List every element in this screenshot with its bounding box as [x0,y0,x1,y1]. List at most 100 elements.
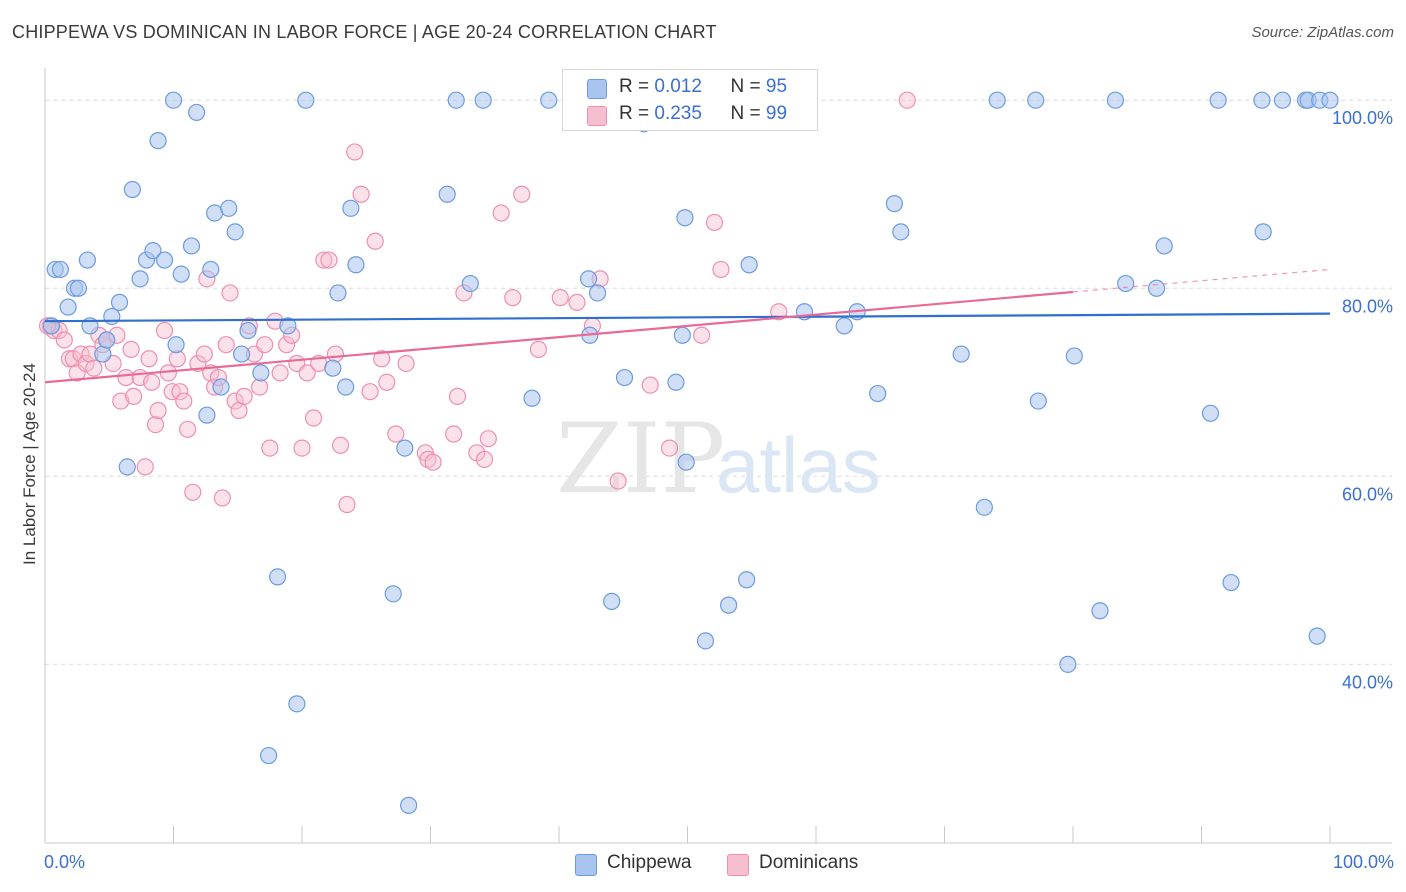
dominicans-point-66 [352,185,370,203]
dominicans-point-81 [475,450,494,468]
chippewa-point-18 [155,251,174,269]
dominicans-point-49 [256,336,274,354]
chippewa-point-14 [131,270,149,288]
chippewa-point-92 [1308,627,1326,645]
dominicans-point-42 [221,284,239,302]
dominicans-point-76 [445,425,463,443]
chippewa-point-23 [188,103,206,122]
dominicans-point-77 [448,387,467,405]
chippewa-point-65 [740,256,758,274]
chippewa-point-87 [1253,91,1271,109]
dominicans-point-6 [68,364,86,382]
chippewa-point-86 [1222,573,1240,592]
chippewa-point-13 [123,180,141,199]
dominicans-point-45 [235,387,253,405]
n-value-dominicans: 99 [765,103,788,124]
chippewa-point-47 [447,91,465,109]
chippewa-legend-label: Chippewa [607,852,692,873]
r-label: R = [619,76,650,97]
chart-title: CHIPPEWA VS DOMINICAN IN LABOR FORCE | A… [12,22,717,42]
dominicans-point-93 [693,326,711,344]
dominicans-point-7 [72,345,90,363]
chippewa-point-70 [885,195,903,213]
chippewa-point-74 [988,91,1006,109]
dominicans-point-97 [898,91,916,109]
dominicans-point-75 [424,453,442,471]
dominicans-points [38,91,916,514]
dominicans-point-48 [250,378,269,396]
source-credit: Source: ZipAtlas.com [1251,24,1394,41]
chippewa-point-82 [1147,279,1166,297]
chippewa-point-33 [259,746,278,765]
dominicans-point-83 [504,289,522,307]
chippewa-point-34 [268,568,287,586]
chippewa-point-73 [975,498,993,516]
chippewa-point-40 [337,378,355,396]
dominicans-swatch [587,106,607,126]
y-tick-labels: 100.0% 80.0% 60.0% 40.0% [1332,108,1393,692]
chippewa-point-41 [342,199,360,217]
correlation-legend: R = 0.012 N = 95 R = 0.235 N = 99 [562,69,818,131]
y-tick-label-1: 80.0% [1342,296,1393,316]
chippewa-point-88 [1254,223,1272,241]
dominicans-point-19 [125,387,143,405]
chippewa-point-37 [297,91,315,109]
chippewa-point-30 [233,345,251,363]
chippewa-point-5 [69,279,88,297]
chippewa-point-28 [220,199,238,217]
chippewa-point-67 [835,317,853,335]
chippewa-point-31 [239,321,257,340]
r-value-chippewa: 0.012 [654,76,702,97]
dominicans-point-87 [568,293,586,311]
chippewa-point-24 [198,406,216,424]
chippewa-point-76 [1029,392,1047,410]
y-tick-label-3: 40.0% [1342,672,1393,692]
dominicans-point-3 [55,331,73,349]
dominicans-point-82 [492,204,510,222]
chippewa-point-56 [615,368,634,387]
chippewa-point-17 [149,132,167,150]
chippewa-point-83 [1155,237,1173,255]
chippewa-legend-swatch [575,854,597,876]
chippewa-point-69 [869,384,887,403]
watermark-atlas: atlas [716,421,881,509]
dominicans-point-43 [226,392,244,410]
chippewa-point-60 [677,453,695,471]
chippewa-point-53 [579,270,598,288]
chippewa-point-72 [952,345,970,363]
y-tick-label-0: 100.0% [1332,108,1393,128]
dominicans-point-17 [117,368,135,387]
chippewa-point-32 [252,364,270,382]
chippewa-point-85 [1209,91,1227,109]
dominicans-point-91 [641,376,659,394]
dominicans-point-94 [705,213,724,232]
dominicans-point-10 [85,359,103,377]
chippewa-point-16 [144,242,162,260]
chippewa-point-11 [110,293,129,311]
chippewa-point-50 [523,389,541,407]
chippewa-point-38 [324,359,342,377]
dominicans-point-23 [143,373,161,391]
dominicans-point-18 [122,340,140,358]
watermark: ZIP atlas [556,403,881,515]
chippewa-point-89 [1273,91,1292,109]
chippewa-point-61 [676,209,694,227]
chippewa-point-42 [347,256,365,274]
chippewa-point-21 [172,265,190,283]
chippewa-point-80 [1106,91,1125,109]
dominicans-point-63 [331,436,350,454]
dominicans-point-61 [320,251,338,269]
dominicans-point-90 [609,472,627,490]
chippewa-point-19 [164,91,183,109]
chippewa-point-46 [438,185,456,203]
y-axis-label-wrap: In Labor Force | Age 20-24 [18,0,42,892]
x-tick-label-max: 100.0% [1332,852,1394,872]
n-label: N = [730,103,761,124]
chippewa-points [42,91,1339,814]
axes [44,68,1392,844]
chippewa-point-51 [540,91,558,109]
dominicans-point-74 [419,450,437,468]
chippewa-point-94 [1321,91,1339,109]
dominicans-point-80 [479,430,497,448]
